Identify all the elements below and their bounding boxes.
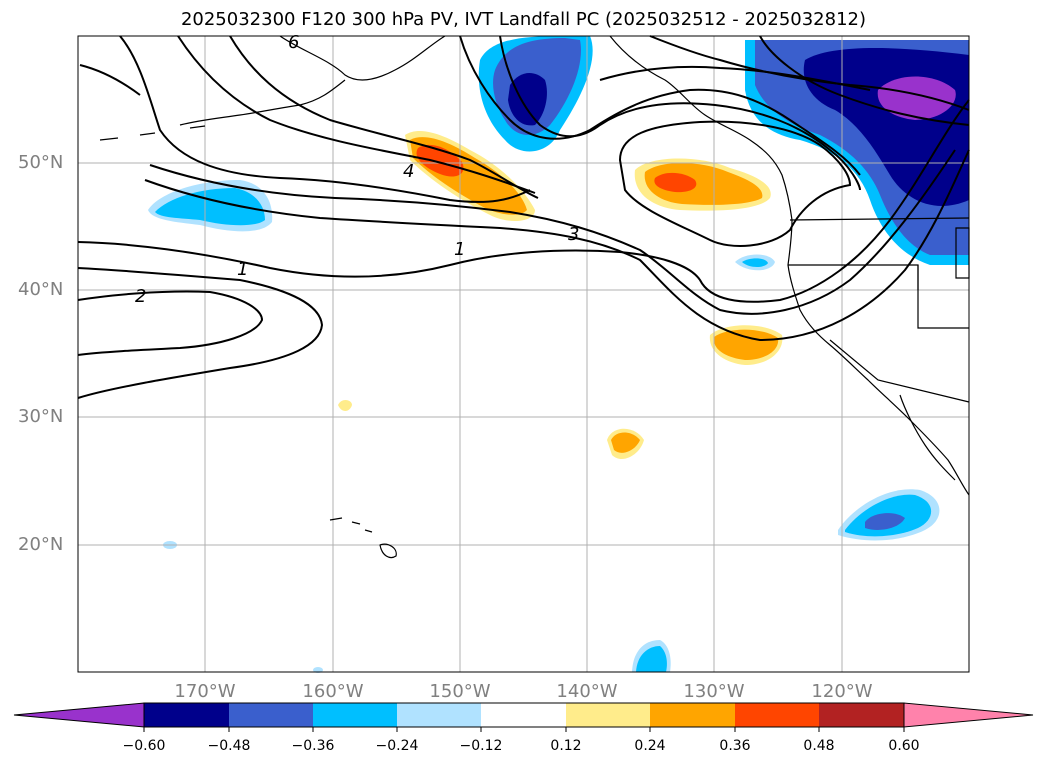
lon-label-170w: 170°W [174, 681, 236, 702]
pv-contour-10 [499, 35, 861, 191]
lat-label-40n: 40°N [18, 279, 64, 300]
pv-contour-8 [229, 35, 539, 199]
pv-contour-4 [144, 149, 970, 342]
colorbar-tick-label: −0.36 [291, 738, 335, 754]
map-title: 2025032300 F120 300 hPa PV, IVT Landfall… [180, 9, 867, 30]
colorbar-bin-2 [229, 703, 313, 727]
contour-label: 4 [403, 161, 414, 182]
pv-contours [77, 35, 970, 399]
colorbar-tick-label: 0.24 [634, 738, 666, 754]
lon-label-130w: 130°W [683, 681, 745, 702]
pv-contour-1 [77, 99, 970, 303]
colorbar-bin-4 [397, 703, 481, 727]
colorbar-tick-label: −0.12 [459, 738, 503, 754]
lon-label-160w: 160°W [302, 681, 364, 702]
pv-contour-11 [649, 35, 970, 111]
colorbar-extend-max [903, 702, 1034, 728]
colorbar-bin-9 [819, 703, 904, 727]
pv-contour-14 [759, 35, 970, 126]
colorbar-tick-label: −0.60 [122, 738, 166, 754]
colorbar-tick-label: 0.60 [888, 738, 920, 754]
colorbar-tick-label: 0.36 [719, 738, 751, 754]
colorbar-bin-7 [650, 703, 735, 727]
pv-contour-6 [119, 35, 531, 203]
pv-contour-5 [149, 149, 956, 315]
colorbar-bin-6 [566, 703, 650, 727]
colorbar-tick-label: 0.48 [803, 738, 835, 754]
contour-label: 1 [454, 239, 465, 260]
lat-label-30n: 30°N [18, 406, 64, 427]
colorbar-extend-min [13, 702, 145, 728]
colorbar-bin-1 [144, 703, 229, 727]
colorbar [13, 702, 1034, 732]
lat-label-50n: 50°N [18, 152, 64, 173]
pv-contour-3 [77, 267, 324, 399]
lon-label-150w: 150°W [429, 681, 491, 702]
colorbar-tick-label: −0.24 [375, 738, 419, 754]
contour-label: 3 [568, 224, 579, 245]
contour-label: 2 [135, 286, 146, 307]
pv-contour-7 [177, 35, 536, 194]
lat-label-20n: 20°N [18, 534, 64, 555]
pv-contour-9 [459, 35, 861, 176]
hawaii-islands [329, 517, 397, 559]
colorbar-bin-8 [735, 703, 819, 727]
graticule [78, 36, 969, 672]
pv-contour-15 [79, 64, 141, 96]
colorbar-tick-label: −0.48 [207, 738, 251, 754]
contour-label: 6 [288, 32, 299, 53]
contour-label: 1 [237, 259, 248, 280]
pv-contour-12 [599, 65, 871, 91]
colorbar-bin-5 [481, 703, 566, 727]
contour-labels: 6 4 3 1 1 2 [135, 32, 579, 307]
colorbar-bin-3 [313, 703, 397, 727]
pv-contour-13 [618, 120, 852, 247]
lon-label-120w: 120°W [811, 681, 873, 702]
pv-contour-2 [77, 290, 264, 356]
map-frame [77, 35, 970, 673]
colorbar-tick-label: 0.12 [550, 738, 582, 754]
lon-label-140w: 140°W [556, 681, 618, 702]
